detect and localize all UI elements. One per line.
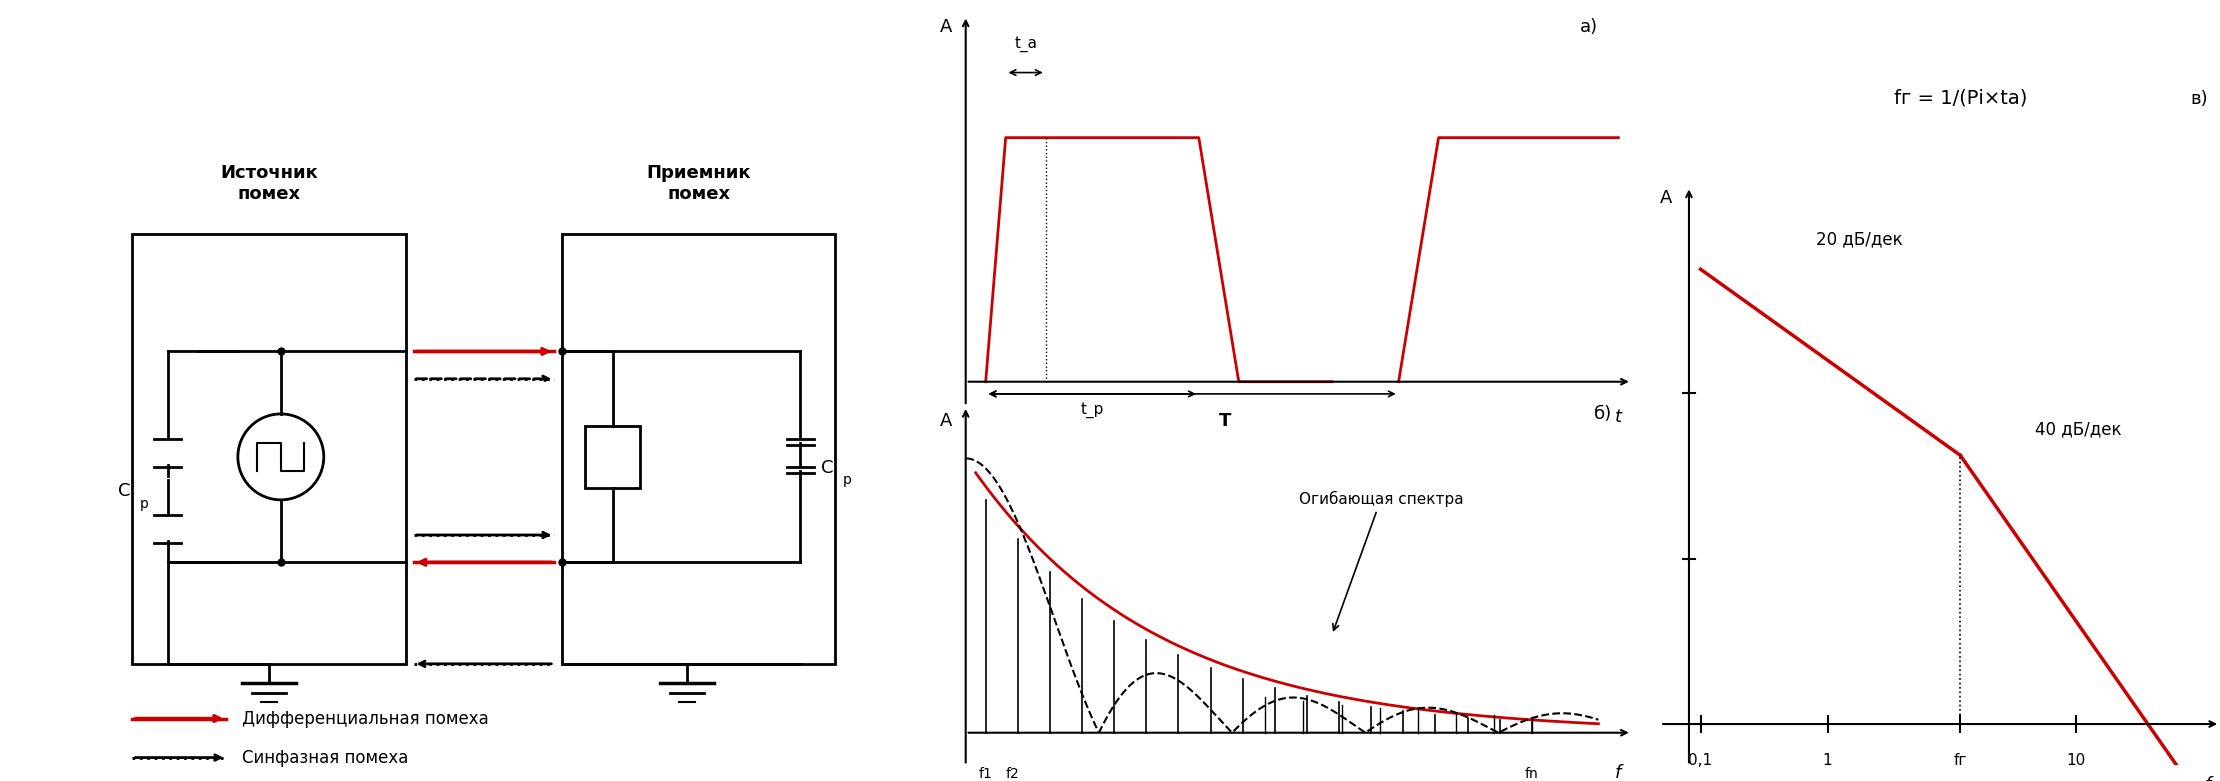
Text: A: A [939,412,952,430]
Text: fn: fn [1525,768,1538,781]
Text: Дифференциальная помеха: Дифференциальная помеха [242,709,488,728]
Text: C: C [821,458,835,476]
Text: f: f [2204,776,2211,781]
Text: T: T [1219,412,1232,430]
Text: fг = 1/(Pі×tа): fг = 1/(Pі×tа) [1894,89,2027,108]
Text: Синфазная помеха: Синфазная помеха [242,748,408,767]
Text: t: t [1614,408,1623,426]
Text: 1: 1 [1823,754,1832,769]
Text: Огибающая спектра: Огибающая спектра [1299,491,1463,630]
Circle shape [238,414,324,500]
Text: в): в) [2191,90,2209,108]
Text: fг: fг [1954,754,1967,769]
Text: A: A [1661,189,1672,207]
Text: а): а) [1581,18,1598,36]
Text: f2: f2 [1006,768,1019,781]
Bar [586,426,639,488]
Text: р: р [140,497,149,511]
Bar [562,234,835,664]
Text: 10: 10 [2067,754,2085,769]
Text: Приемник
помех: Приемник помех [646,164,750,203]
Text: Источник
помех: Источник помех [220,164,317,203]
Bar [133,234,406,664]
Text: A: A [939,18,952,36]
Text: 0,1: 0,1 [1689,754,1712,769]
Text: f1: f1 [979,768,992,781]
Text: 40 дБ/дек: 40 дБ/дек [2036,421,2122,439]
Text: C: C [118,482,131,500]
Text: р: р [844,473,852,487]
Text: f: f [1616,765,1621,781]
Text: t_a: t_a [1015,37,1037,52]
Text: t_р: t_р [1081,403,1103,419]
Text: 20 дБ/дек: 20 дБ/дек [1816,230,1903,248]
Text: б): б) [1594,405,1612,423]
